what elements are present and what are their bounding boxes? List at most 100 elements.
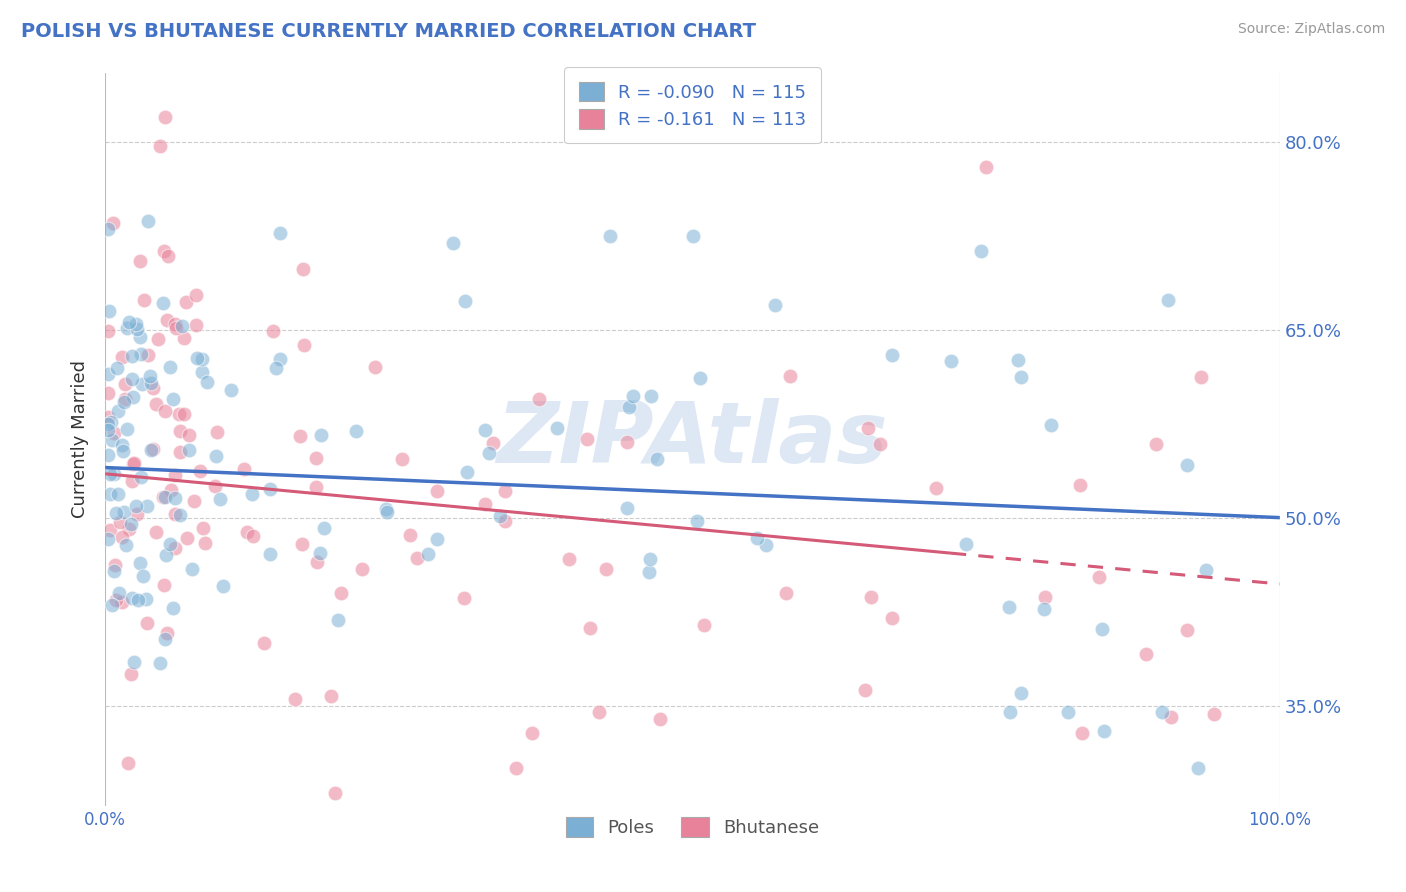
Point xyxy=(307,555,329,569)
Point xyxy=(205,425,228,439)
Point xyxy=(145,524,167,539)
Point xyxy=(163,467,186,482)
Point xyxy=(122,456,145,470)
Point xyxy=(309,546,332,560)
Point xyxy=(176,294,198,309)
Point xyxy=(152,296,174,310)
Point xyxy=(391,452,413,467)
Point xyxy=(1144,437,1167,451)
Point xyxy=(191,351,214,366)
Point xyxy=(104,558,127,573)
Point xyxy=(204,479,226,493)
Point xyxy=(474,497,496,511)
Point xyxy=(156,625,179,640)
Point xyxy=(599,228,621,243)
Point xyxy=(205,449,228,463)
Point xyxy=(170,319,193,334)
Point xyxy=(640,389,662,403)
Point xyxy=(209,492,232,507)
Point xyxy=(97,448,120,462)
Point xyxy=(259,547,281,561)
Point xyxy=(1057,705,1080,719)
Point xyxy=(162,601,184,615)
Point xyxy=(859,590,882,604)
Point xyxy=(775,586,797,600)
Point xyxy=(131,470,153,484)
Point xyxy=(118,315,141,329)
Point xyxy=(344,424,367,438)
Point xyxy=(454,293,477,308)
Point xyxy=(314,521,336,535)
Point xyxy=(120,516,142,531)
Point xyxy=(588,705,610,719)
Point xyxy=(97,409,120,424)
Point xyxy=(139,376,162,390)
Point xyxy=(97,532,120,546)
Point xyxy=(399,528,422,542)
Point xyxy=(128,254,150,268)
Point xyxy=(111,351,134,365)
Point xyxy=(107,404,129,418)
Point xyxy=(148,656,170,670)
Point xyxy=(186,318,208,332)
Point xyxy=(169,445,191,459)
Point xyxy=(165,491,187,505)
Point xyxy=(1135,647,1157,661)
Point xyxy=(120,667,142,681)
Point xyxy=(1177,458,1199,473)
Point xyxy=(621,389,644,403)
Point xyxy=(853,682,876,697)
Point xyxy=(165,507,187,521)
Point xyxy=(527,392,550,406)
Point xyxy=(375,502,398,516)
Text: Source: ZipAtlas.com: Source: ZipAtlas.com xyxy=(1237,22,1385,37)
Point xyxy=(173,408,195,422)
Point xyxy=(1092,723,1115,738)
Point xyxy=(1195,563,1218,577)
Point xyxy=(135,592,157,607)
Point xyxy=(104,506,127,520)
Point xyxy=(127,592,149,607)
Point xyxy=(1202,707,1225,722)
Point xyxy=(136,348,159,362)
Point xyxy=(693,618,716,632)
Point xyxy=(110,515,132,529)
Point xyxy=(474,423,496,437)
Point xyxy=(869,437,891,451)
Point xyxy=(882,611,904,625)
Point xyxy=(121,372,143,386)
Point xyxy=(292,262,315,277)
Point xyxy=(97,417,120,431)
Point xyxy=(97,423,120,437)
Point xyxy=(100,415,122,429)
Point xyxy=(118,522,141,536)
Point xyxy=(325,786,347,800)
Point xyxy=(1033,602,1056,616)
Point xyxy=(212,579,235,593)
Point xyxy=(546,420,568,434)
Point xyxy=(124,655,146,669)
Point xyxy=(159,359,181,374)
Point xyxy=(364,359,387,374)
Point xyxy=(112,444,135,458)
Point xyxy=(163,317,186,331)
Point xyxy=(1175,623,1198,637)
Point xyxy=(128,329,150,343)
Point xyxy=(319,690,342,704)
Point xyxy=(686,514,709,528)
Point xyxy=(779,368,801,383)
Point xyxy=(186,351,208,365)
Point xyxy=(406,551,429,566)
Point xyxy=(1010,686,1032,700)
Point xyxy=(124,317,146,331)
Point xyxy=(155,110,177,124)
Point xyxy=(1189,370,1212,384)
Point xyxy=(155,548,177,562)
Point xyxy=(101,215,124,229)
Point xyxy=(264,360,287,375)
Point xyxy=(152,490,174,504)
Point xyxy=(616,434,638,449)
Point xyxy=(456,465,478,479)
Point xyxy=(112,395,135,409)
Point xyxy=(142,381,165,395)
